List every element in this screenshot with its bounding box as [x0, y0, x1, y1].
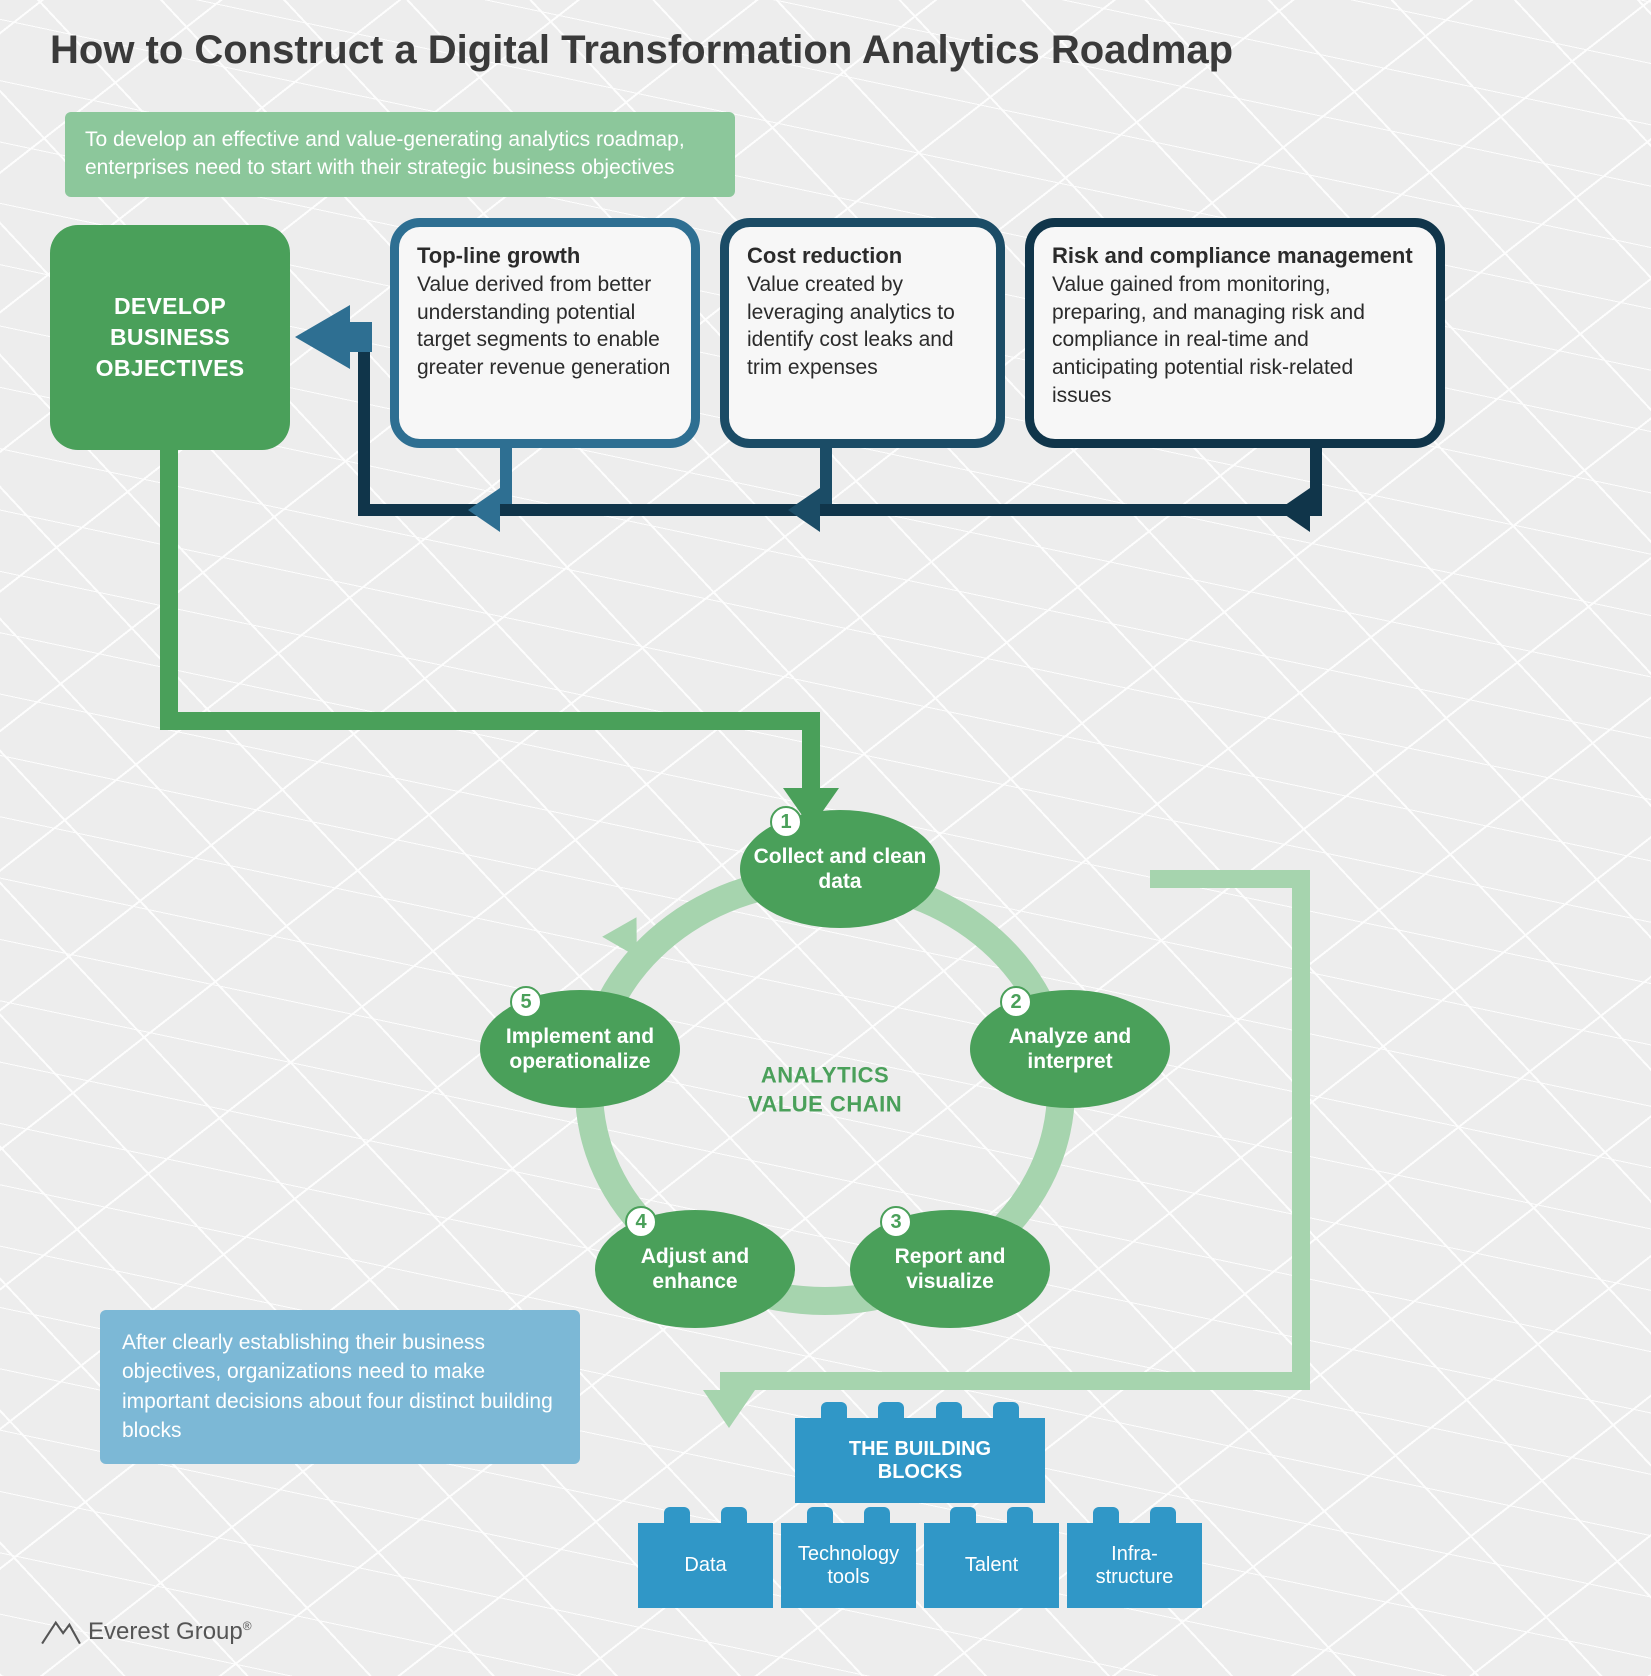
brick-studs-icon: [1067, 1507, 1202, 1523]
brick-studs-icon: [795, 1402, 1045, 1418]
building-block-label: Infra-structure: [1096, 1543, 1174, 1589]
cycle-node-number: 1: [770, 806, 802, 838]
analytics-value-chain-cycle: ANALYTICS VALUE CHAIN 1 Collect and clea…: [480, 810, 1170, 1370]
building-blocks: THE BUILDINGBLOCKS Data Technology tools…: [600, 1418, 1240, 1608]
develop-objectives-label: DEVELOPBUSINESSOBJECTIVES: [96, 291, 245, 384]
objective-title: Risk and compliance management: [1052, 243, 1418, 269]
objective-desc: Value derived from better understanding …: [417, 271, 673, 382]
cycle-node-label: Analyze and interpret: [980, 1024, 1160, 1074]
building-blocks-row: Data Technology tools Talent Infra-struc…: [600, 1523, 1240, 1608]
objective-title: Top-line growth: [417, 243, 673, 269]
connector-stem: [500, 448, 512, 510]
brick-studs-icon: [781, 1507, 916, 1523]
objectives-flow-line: [370, 504, 1322, 516]
green-connector: [160, 712, 820, 730]
arrow-neck: [350, 322, 372, 352]
lightgreen-connector: [1292, 870, 1310, 1390]
cycle-node-number: 2: [1000, 986, 1032, 1018]
lightgreen-connector: [1150, 870, 1310, 888]
building-block-tech: Technology tools: [781, 1523, 916, 1608]
building-block-label: Technology tools: [781, 1543, 916, 1589]
cycle-center-label: ANALYTICS VALUE CHAIN: [748, 1061, 902, 1118]
objectives-flow-line: [358, 330, 370, 516]
mountain-icon: [40, 1616, 82, 1646]
arrow-into-develop-box-icon: [295, 305, 350, 369]
objective-title: Cost reduction: [747, 243, 978, 269]
cycle-node-label: Adjust and enhance: [605, 1244, 785, 1294]
cycle-node-label: Implement and operationalize: [490, 1024, 670, 1074]
objective-box-topline: Top-line growth Value derived from bette…: [390, 218, 700, 448]
logo-text: Everest Group: [88, 1618, 243, 1645]
develop-objectives-box: DEVELOPBUSINESSOBJECTIVES: [50, 225, 290, 450]
cycle-node-4: 4 Adjust and enhance: [595, 1210, 795, 1328]
cycle-node-5: 5 Implement and operationalize: [480, 990, 680, 1108]
lightgreen-connector: [720, 1372, 1310, 1390]
building-block-label: Data: [684, 1554, 726, 1577]
connector-stem: [820, 448, 832, 510]
building-blocks-main-label: THE BUILDINGBLOCKS: [849, 1438, 991, 1484]
flow-arrowhead-icon: [468, 488, 500, 532]
building-blocks-callout: After clearly establishing their busines…: [100, 1310, 580, 1464]
infographic-canvas: How to Construct a Digital Transformatio…: [0, 0, 1651, 1676]
connector-stem: [1310, 448, 1322, 510]
intro-callout: To develop an effective and value-genera…: [65, 112, 735, 197]
cycle-node-label: Collect and clean data: [750, 844, 930, 894]
green-connector: [802, 712, 820, 792]
flow-arrowhead-icon: [788, 488, 820, 532]
cycle-node-number: 5: [510, 986, 542, 1018]
page-title: How to Construct a Digital Transformatio…: [50, 28, 1233, 73]
cycle-node-label: Report and visualize: [860, 1244, 1040, 1294]
cycle-node-2: 2 Analyze and interpret: [970, 990, 1170, 1108]
cycle-node-3: 3 Report and visualize: [850, 1210, 1050, 1328]
objective-desc: Value gained from monitoring, preparing,…: [1052, 271, 1418, 410]
flow-arrowhead-icon: [1278, 488, 1310, 532]
green-connector: [160, 450, 178, 730]
brick-studs-icon: [638, 1507, 773, 1523]
building-block-talent: Talent: [924, 1523, 1059, 1608]
cycle-node-number: 4: [625, 1206, 657, 1238]
objective-box-cost: Cost reduction Value created by leveragi…: [720, 218, 1005, 448]
objective-box-risk: Risk and compliance management Value gai…: [1025, 218, 1445, 448]
everest-group-logo: Everest Group®: [40, 1616, 252, 1646]
building-block-label: Talent: [965, 1554, 1018, 1577]
cycle-node-1: 1 Collect and clean data: [740, 810, 940, 928]
cycle-node-number: 3: [880, 1206, 912, 1238]
logo-suffix: ®: [243, 1619, 252, 1633]
objective-desc: Value created by leveraging analytics to…: [747, 271, 978, 382]
building-blocks-main-brick: THE BUILDINGBLOCKS: [795, 1418, 1045, 1503]
brick-studs-icon: [924, 1507, 1059, 1523]
building-block-infra: Infra-structure: [1067, 1523, 1202, 1608]
building-block-data: Data: [638, 1523, 773, 1608]
cycle-center-text: ANALYTICS VALUE CHAIN: [748, 1062, 902, 1116]
